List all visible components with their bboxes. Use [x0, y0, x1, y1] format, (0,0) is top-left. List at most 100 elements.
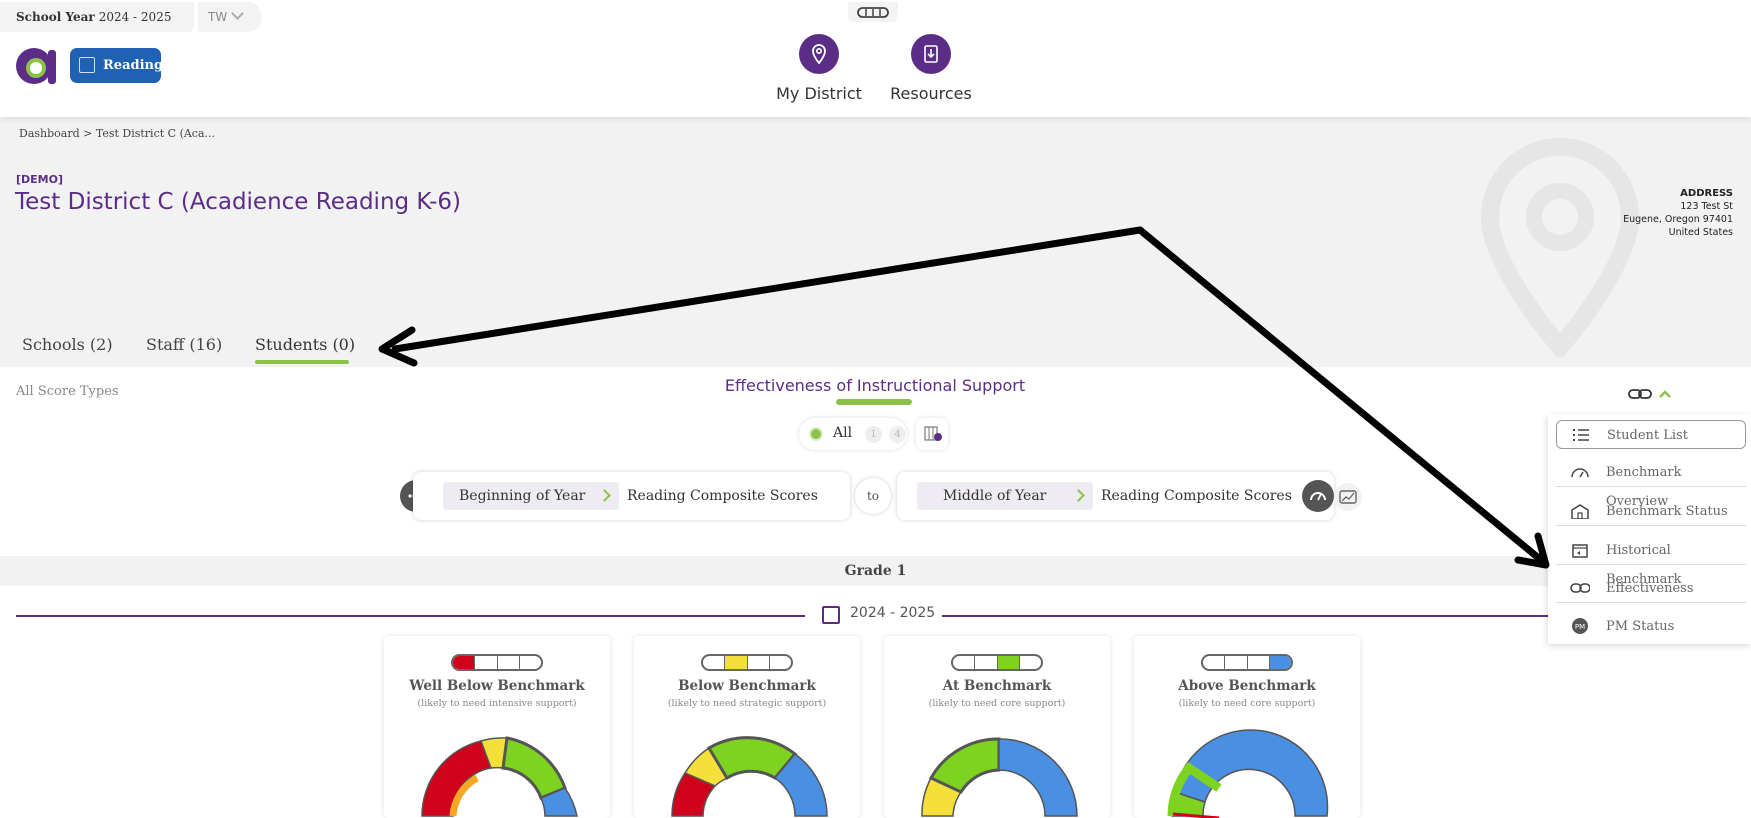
from-period-label: Beginning of Year — [459, 488, 586, 504]
benchmark-level-indicator — [451, 654, 543, 671]
effectiveness-gauge-chart — [421, 736, 578, 817]
year-divider-label-wrap: 2024 - 2025 — [820, 605, 935, 621]
list-icon — [1573, 429, 1589, 441]
address-line-1: 123 Test St — [1680, 201, 1733, 212]
nav-resources-label: Resources — [890, 84, 972, 103]
download-doc-icon — [911, 34, 951, 74]
district-address: ADDRESS 123 Test St Eugene, Oregon 97401… — [1623, 187, 1733, 239]
report-title-underline — [836, 399, 912, 405]
from-period-selector[interactable]: Beginning of Year Reading Composite Scor… — [413, 472, 850, 520]
menu-item-label: Benchmark Status — [1606, 504, 1728, 519]
menu-item-historical-benchmark[interactable]: Historical Benchmark — [1556, 536, 1746, 587]
school-year-selector[interactable]: School Year 2024 - 2025 — [0, 2, 194, 32]
chevron-right-icon — [598, 489, 611, 502]
year-divider-left — [16, 615, 805, 617]
gauge-toggle-button[interactable] — [1302, 480, 1334, 512]
grid-settings-icon — [924, 426, 942, 441]
card-subtitle: (likely to need core support) — [928, 698, 1066, 709]
from-measure-label: Reading Composite Scores — [627, 488, 818, 504]
product-badge[interactable]: Reading — [70, 48, 164, 83]
tab-students[interactable]: Students (0) — [255, 335, 356, 354]
menu-item-student-list[interactable]: Student List — [1556, 420, 1746, 449]
product-badge-label: Reading — [103, 58, 164, 73]
svg-text:PM: PM — [1575, 623, 1585, 631]
breadcrumb[interactable]: Dashboard > Test District C (Aca... — [19, 127, 216, 140]
column-settings-button[interactable] — [916, 418, 948, 450]
filter-count-1[interactable]: 1 — [865, 426, 882, 443]
student-filter[interactable]: All 1 4 — [799, 418, 907, 450]
benchmark-level-indicator — [701, 654, 793, 671]
grade-heading: Grade 1 — [0, 556, 1751, 586]
to-period-selector[interactable]: Middle of Year Reading Composite Scores — [897, 472, 1334, 520]
tab-schools[interactable]: Schools (2) — [22, 335, 113, 354]
benchmark-level-indicator — [1201, 654, 1293, 671]
card-title: Well Below Benchmark — [409, 678, 585, 694]
menu-item-pm-status[interactable]: PM PM Status — [1556, 612, 1746, 641]
collapse-handle[interactable] — [848, 2, 898, 22]
address-heading: ADDRESS — [1680, 188, 1733, 199]
menu-item-label: PM Status — [1606, 619, 1675, 634]
menu-item-label: Student List — [1607, 428, 1688, 443]
effectiveness-gauge-chart — [1167, 729, 1329, 818]
calendar-icon — [822, 606, 840, 624]
to-separator: to — [855, 478, 891, 514]
menu-item-benchmark-status[interactable]: Benchmark Status — [1556, 497, 1746, 526]
card-title: Below Benchmark — [678, 678, 816, 694]
from-period-chip[interactable]: Beginning of Year — [443, 482, 619, 510]
gauge-icon — [1310, 492, 1326, 501]
address-line-2: Eugene, Oregon 97401 — [1623, 214, 1733, 225]
app-logo-icon[interactable] — [14, 44, 58, 88]
card-subtitle: (likely to need strategic support) — [667, 698, 827, 709]
calendar-history-icon — [1572, 544, 1588, 558]
card-title: Above Benchmark — [1178, 678, 1316, 694]
menu-item-label: Benchmark Overview — [1606, 465, 1682, 509]
card-above-benchmark[interactable]: Above Benchmark (likely to need core sup… — [1134, 636, 1360, 818]
user-menu[interactable]: TW — [198, 2, 262, 32]
filter-all-radio[interactable] — [809, 427, 823, 441]
school-year-label: School Year — [16, 10, 95, 24]
nav-my-district[interactable]: My District — [764, 34, 874, 103]
report-menu: Student List Benchmark Overview Benchmar… — [1548, 414, 1751, 644]
chevron-right-icon — [1072, 489, 1085, 502]
nav-my-district-label: My District — [776, 84, 862, 103]
pm-icon: PM — [1572, 618, 1588, 634]
page-title: Test District C (Acadience Reading K-6) — [15, 189, 462, 215]
link-icon — [1570, 583, 1590, 593]
address-line-3: United States — [1668, 227, 1733, 238]
card-title: At Benchmark — [942, 678, 1052, 694]
chevron-down-icon — [231, 7, 245, 20]
tab-staff[interactable]: Staff (16) — [146, 335, 223, 354]
card-below-benchmark[interactable]: Below Benchmark (likely to need strategi… — [634, 636, 860, 818]
top-bar: School Year 2024 - 2025 TW Reading My Dis… — [0, 0, 1751, 117]
card-at-benchmark[interactable]: At Benchmark (likely to need core suppor… — [884, 636, 1110, 818]
link-chevron-up-icon — [1628, 389, 1671, 399]
demo-tag: [DEMO] — [16, 173, 63, 186]
district-header: Dashboard > Test District C (Aca... [DEM… — [0, 117, 1751, 367]
menu-item-effectiveness[interactable]: Effectiveness — [1556, 574, 1746, 603]
school-icon — [1571, 504, 1589, 519]
benchmark-level-indicator — [951, 654, 1043, 671]
chart-icon — [1339, 490, 1357, 504]
menu-item-label: Effectiveness — [1606, 581, 1694, 596]
card-well-below-benchmark[interactable]: Well Below Benchmark (likely to need int… — [384, 636, 610, 818]
active-tab-indicator — [255, 360, 349, 364]
nav-resources[interactable]: Resources — [876, 34, 986, 103]
report-title: Effectiveness of Instructional Support — [724, 376, 1026, 395]
filter-count-2[interactable]: 4 — [889, 426, 906, 443]
gauge-icon — [1571, 468, 1589, 478]
chart-view-button[interactable] — [1334, 483, 1362, 511]
to-measure-label: Reading Composite Scores — [1101, 488, 1292, 504]
to-period-chip[interactable]: Middle of Year — [917, 482, 1093, 510]
effectiveness-gauge-chart — [671, 736, 828, 817]
menu-item-label: Historical Benchmark — [1606, 543, 1682, 587]
score-types-filter[interactable]: All Score Types — [16, 384, 119, 399]
map-pin-icon — [799, 34, 839, 74]
menu-item-benchmark-overview[interactable]: Benchmark Overview — [1556, 458, 1746, 509]
year-divider-right — [942, 615, 1742, 617]
effectiveness-gauge-chart — [921, 737, 1078, 817]
school-year-value: 2024 - 2025 — [98, 10, 172, 24]
card-subtitle: (likely to need intensive support) — [417, 698, 577, 709]
book-icon — [79, 57, 95, 73]
report-menu-toggle[interactable] — [1628, 386, 1672, 405]
location-pin-watermark-icon — [1480, 137, 1640, 357]
